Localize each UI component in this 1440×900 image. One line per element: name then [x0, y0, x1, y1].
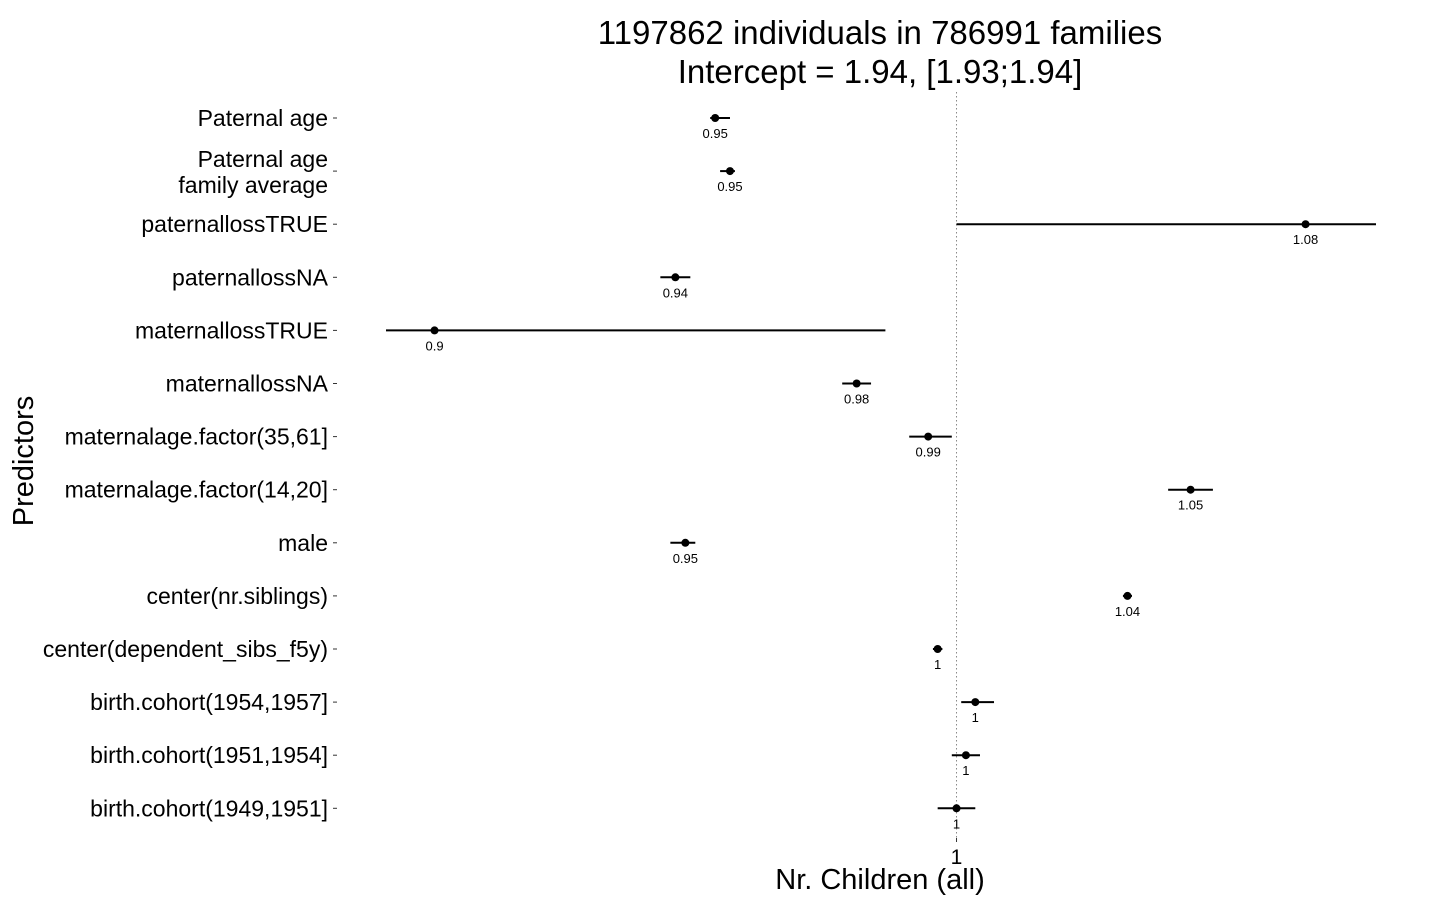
estimate-value-label: 0.95: [717, 179, 742, 194]
estimate-value-label: 1.05: [1178, 498, 1203, 513]
y-tick-label: maternalage.factor(35,61]: [65, 424, 328, 450]
estimate-point: [725, 167, 734, 176]
y-axis-title: Predictors: [8, 396, 40, 527]
estimate-value-label: 1: [962, 763, 969, 778]
y-tick-label: center(dependent_sibs_f5y): [43, 636, 328, 662]
estimate-point: [971, 698, 980, 707]
x-tick-label: 1: [951, 846, 963, 869]
chart-title: 1197862 individuals in 786991 families I…: [598, 14, 1162, 90]
y-tick-label: paternallossNA: [172, 264, 329, 290]
estimate-point: [1301, 220, 1310, 229]
y-tick-label: center(nr.siblings): [146, 583, 328, 609]
predictor-row: paternallossNA 0.94: [172, 264, 691, 300]
estimate-value-label: 1: [934, 657, 941, 672]
title-line-2: Intercept = 1.94, [1.93;1.94]: [678, 53, 1083, 90]
estimate-point: [961, 751, 970, 760]
y-tick-label: Paternal age: [198, 105, 328, 131]
estimate-value-label: 0.98: [844, 392, 869, 407]
predictor-row: center(dependent_sibs_f5y) 1: [43, 636, 943, 672]
predictor-row: maternallossNA 0.98: [166, 371, 872, 407]
y-tick-label: Paternal age: [198, 146, 328, 172]
estimate-value-label: 0.99: [916, 445, 941, 460]
y-tick-label: paternallossTRUE: [141, 211, 328, 237]
y-tick-label: birth.cohort(1954,1957]: [90, 689, 328, 715]
y-tick-label: family average: [178, 172, 328, 198]
y-tick-label: birth.cohort(1951,1954]: [90, 742, 328, 768]
predictor-row: male 0.95: [278, 530, 698, 566]
predictor-row: maternalage.factor(14,20] 1.05: [65, 477, 1213, 513]
predictor-row: birth.cohort(1954,1957] 1: [90, 689, 995, 725]
estimate-point: [933, 645, 942, 653]
estimate-point: [671, 273, 680, 282]
estimate-point: [1186, 485, 1195, 494]
predictor-row: maternalage.factor(35,61] 0.99: [65, 424, 952, 460]
predictor-row: birth.cohort(1951,1954] 1: [90, 742, 980, 778]
estimate-point: [681, 538, 690, 547]
y-tick-label: maternalage.factor(14,20]: [65, 477, 328, 503]
estimate-point: [924, 432, 933, 441]
y-tick-label: maternallossNA: [166, 371, 329, 397]
estimate-value-label: 0.95: [703, 126, 728, 141]
estimate-point: [852, 379, 861, 388]
estimate-point: [711, 114, 720, 122]
estimate-value-label: 0.95: [673, 551, 698, 566]
estimate-value-label: 0.94: [663, 285, 688, 300]
estimate-value-label: 1.08: [1293, 232, 1318, 247]
y-tick-label: maternallossTRUE: [135, 317, 328, 343]
estimate-point: [430, 326, 439, 335]
estimate-point: [952, 804, 961, 813]
x-axis-title: Nr. Children (all): [775, 864, 985, 896]
estimate-value-label: 1: [972, 710, 979, 725]
estimate-point: [1123, 591, 1132, 600]
predictor-row: paternallossTRUE 1.08: [141, 211, 1376, 247]
predictor-row: center(nr.siblings) 1.04: [146, 583, 1140, 619]
title-line-1: 1197862 individuals in 786991 families: [598, 14, 1162, 51]
estimate-value-label: 1.04: [1115, 604, 1140, 619]
y-tick-label: birth.cohort(1949,1951]: [90, 795, 328, 821]
predictor-row: Paternal age 0.95: [198, 105, 730, 141]
estimate-value-label: 1: [953, 816, 960, 831]
estimate-value-label: 0.9: [425, 338, 443, 353]
predictor-row: birth.cohort(1949,1951] 1: [90, 795, 976, 831]
predictor-row: maternallossTRUE 0.9: [135, 317, 886, 353]
y-tick-label: male: [278, 530, 328, 556]
